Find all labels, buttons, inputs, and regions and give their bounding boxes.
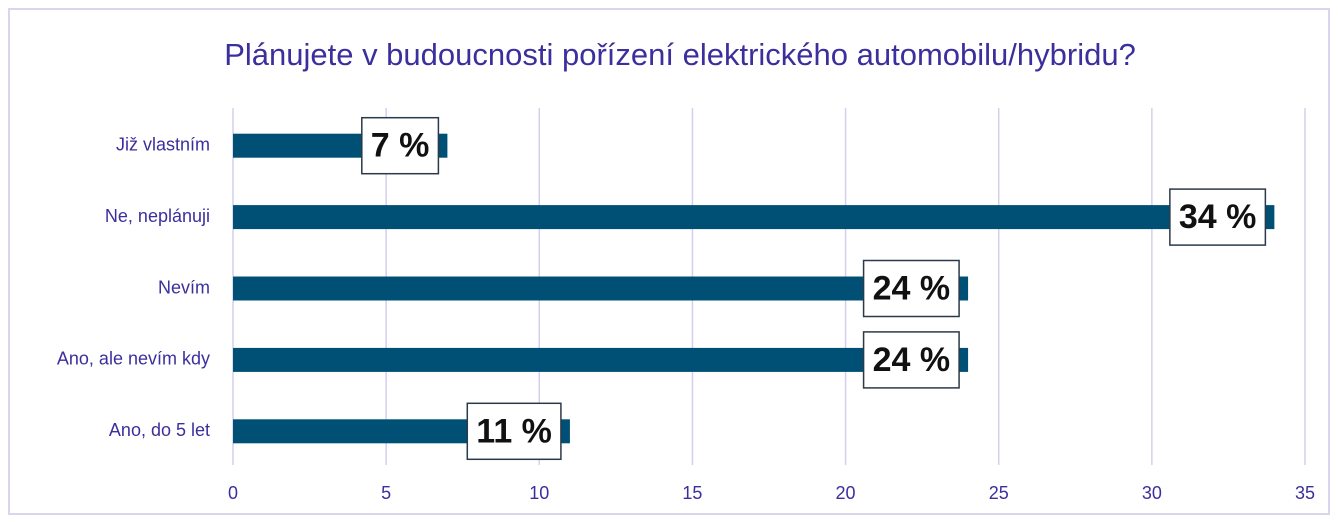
x-tick-label: 0 — [228, 483, 238, 503]
value-label: 24 % — [873, 341, 951, 379]
y-tick-label: Ano, do 5 let — [109, 420, 210, 440]
x-tick-label: 10 — [529, 483, 549, 503]
value-label-box — [1169, 188, 1267, 246]
x-tick-label: 15 — [682, 483, 702, 503]
y-tick-label: Nevím — [158, 277, 210, 297]
y-tick-label: Již vlastním — [116, 134, 210, 154]
value-label-box — [862, 259, 960, 318]
value-label: 24 % — [873, 269, 951, 307]
value-label-box — [466, 402, 562, 461]
y-tick-label: Ne, neplánuji — [105, 206, 210, 226]
value-label-box — [361, 116, 440, 175]
bar — [233, 276, 969, 301]
y-tick-label: Ano, ale nevím kdy — [57, 349, 210, 369]
value-label: 34 % — [1179, 198, 1257, 236]
value-label: 7 % — [371, 127, 430, 165]
chart-title: Plánujete v budoucnosti pořízení elektri… — [224, 37, 1136, 72]
bar — [233, 205, 1275, 230]
value-label: 11 % — [476, 412, 552, 450]
chart-frame — [8, 8, 1330, 515]
bar — [233, 347, 969, 372]
x-tick-label: 25 — [989, 483, 1009, 503]
value-label-box — [862, 331, 960, 389]
x-tick-label: 5 — [381, 483, 391, 503]
x-tick-label: 30 — [1142, 483, 1162, 503]
x-tick-label: 20 — [836, 483, 856, 503]
x-tick-label: 35 — [1295, 483, 1315, 503]
